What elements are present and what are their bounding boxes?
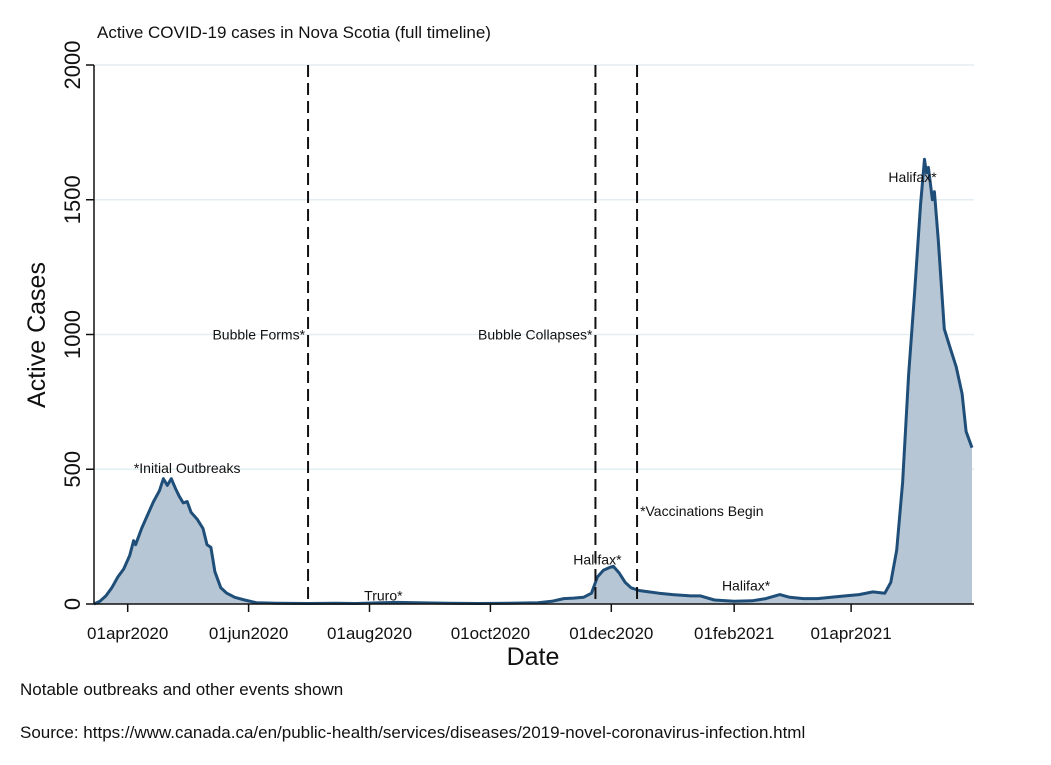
x-tick-label-3: 01oct2020 xyxy=(451,624,530,643)
source-note: Source: https://www.canada.ca/en/public-… xyxy=(20,723,806,742)
chart-caption: Notable outbreaks and other events shown xyxy=(20,680,344,699)
y-axis-ticks: 0 500 1000 1500 2000 xyxy=(60,41,94,610)
series-area-fill xyxy=(94,159,972,605)
y-tick-label-1000: 1000 xyxy=(60,310,85,359)
x-tick-label-5: 01feb2021 xyxy=(694,624,774,643)
x-axis-label: Date xyxy=(507,643,560,671)
x-axis-ticks: 01apr2020 01jun2020 01aug2020 01oct2020 01de… xyxy=(87,604,892,643)
y-tick-label-500: 500 xyxy=(60,451,85,488)
annotation-0: *Initial Outbreaks xyxy=(134,460,241,476)
annotation-2: Halifax* xyxy=(573,552,622,568)
x-tick-label-4: 01dec2020 xyxy=(569,624,653,643)
y-axis-label: Active Cases xyxy=(23,262,51,408)
series-line xyxy=(93,157,974,606)
annotation-3: Halifax* xyxy=(722,578,771,594)
annotation-1: Truro* xyxy=(364,587,403,603)
x-tick-label-1: 01jun2020 xyxy=(209,624,288,643)
event-label-1: Bubble Collapses* xyxy=(478,327,593,343)
annotation-4: Halifax* xyxy=(888,169,937,185)
chart-title: Active COVID-19 cases in Nova Scotia (fu… xyxy=(97,23,491,42)
x-tick-label-2: 01aug2020 xyxy=(327,624,412,643)
gridlines xyxy=(94,64,974,470)
event-label-2: *Vaccinations Begin xyxy=(640,503,763,519)
outbreak-annotations: *Initial Outbreaks Truro* Halifax* Halifax*… xyxy=(134,169,937,604)
x-tick-label-0: 01apr2020 xyxy=(87,624,168,643)
x-tick-label-6: 01apr2021 xyxy=(810,624,891,643)
area-chart: Active COVID-19 cases in Nova Scotia (fu… xyxy=(23,23,974,671)
y-tick-label-2000: 2000 xyxy=(60,41,85,90)
y-tick-label-0: 0 xyxy=(60,598,85,610)
y-tick-label-1500: 1500 xyxy=(60,175,85,224)
event-label-0: Bubble Forms* xyxy=(212,327,305,343)
event-lines: Bubble Forms* Bubble Collapses* *Vaccinati… xyxy=(212,65,764,604)
